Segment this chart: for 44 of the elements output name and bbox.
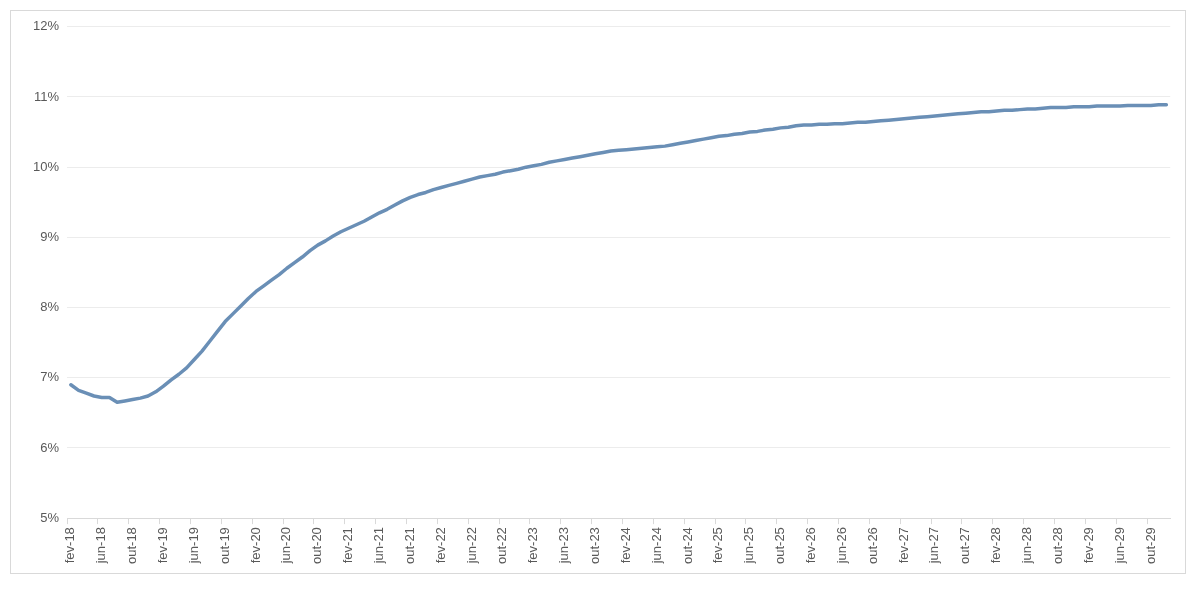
x-tick-label: fev-22	[432, 527, 448, 564]
x-tick-label: fev-26	[803, 527, 819, 564]
x-tick-label: fev-18	[62, 527, 78, 564]
x-tick-label: jun-24	[648, 527, 664, 565]
x-tick-label: jun-26	[833, 527, 849, 565]
x-tick-label: jun-25	[741, 527, 757, 565]
y-tick-label: 7%	[40, 369, 60, 385]
x-tick-label: jun-19	[185, 527, 201, 565]
x-tick-label: fev-21	[340, 527, 356, 564]
y-tick-label: 11%	[33, 88, 60, 104]
x-tick-label: jun-18	[93, 527, 109, 565]
x-tick-label: jun-20	[278, 527, 294, 565]
y-tick-label: 6%	[40, 439, 60, 455]
x-tick-label: fev-24	[617, 527, 633, 564]
x-tick-label: jun-21	[371, 527, 387, 565]
y-tick-label: 12%	[32, 18, 60, 34]
y-tick-label: 8%	[40, 299, 60, 315]
x-tick-label: jun-29	[1111, 527, 1127, 565]
x-tick-label: fev-29	[1080, 527, 1096, 564]
x-tick-label: jun-27	[926, 527, 942, 565]
x-tick-label: jun-28	[1019, 527, 1035, 565]
x-tick-label: out-27	[957, 527, 973, 565]
x-tick-label: jun-23	[556, 527, 572, 565]
x-tick-label: out-24	[679, 527, 695, 565]
x-tick-label: fev-25	[710, 527, 726, 564]
y-tick-label: 5%	[40, 509, 60, 525]
x-tick-label: fev-27	[895, 527, 911, 564]
x-tick-label: fev-28	[988, 527, 1004, 564]
y-tick-label: 10%	[32, 158, 60, 174]
x-tick-label: out-29	[1142, 527, 1158, 565]
x-tick-label: out-23	[587, 527, 603, 565]
x-tick-label: out-19	[216, 527, 232, 565]
x-tick-label: out-21	[401, 527, 417, 565]
x-tick-label: out-18	[124, 527, 140, 565]
x-tick-label: out-26	[864, 527, 880, 565]
x-tick-label: out-22	[494, 527, 510, 565]
x-tick-label: out-28	[1049, 527, 1065, 565]
x-tick-label: fev-20	[247, 527, 263, 564]
x-tick-label: fev-19	[155, 527, 171, 564]
x-tick-label: out-20	[309, 527, 325, 565]
y-tick-label: 9%	[40, 228, 60, 244]
x-tick-label: out-25	[772, 527, 788, 565]
x-tick-label: fev-23	[525, 527, 541, 564]
x-tick-label: jun-22	[463, 527, 479, 565]
